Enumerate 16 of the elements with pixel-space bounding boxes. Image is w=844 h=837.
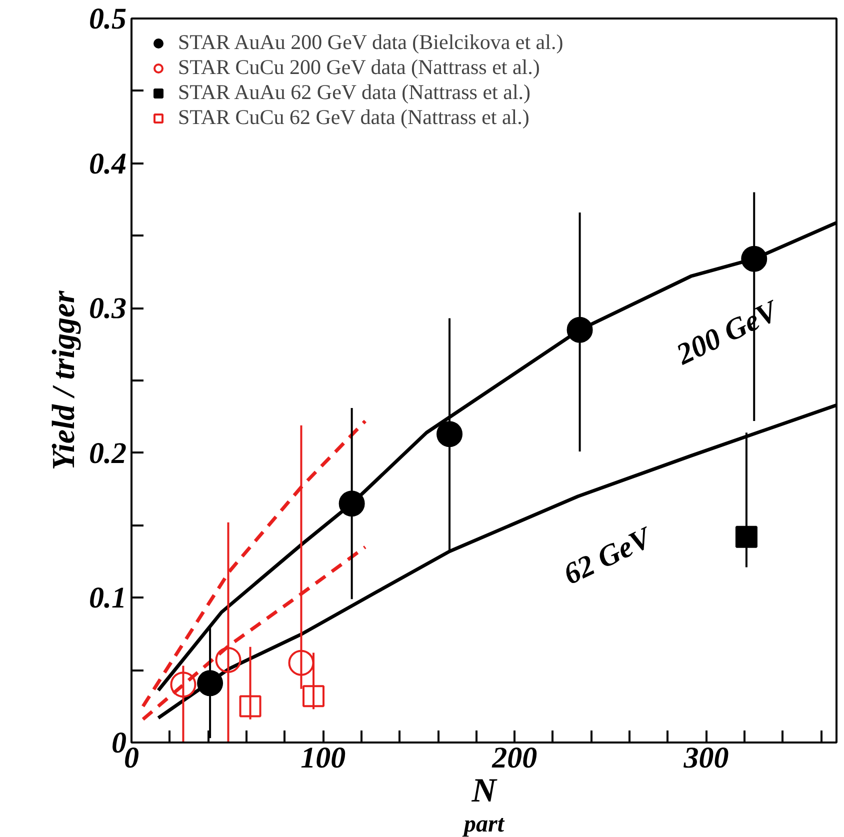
y-tick-label: 0.3 <box>89 292 126 326</box>
legend-label: STAR CuCu 200 GeV data (Nattrass et al.) <box>178 55 540 80</box>
y-tick-label: 0.1 <box>89 582 126 615</box>
y-tick-label: 0.5 <box>89 2 126 36</box>
legend-label: STAR AuAu 200 GeV data (Bielcikova et al.) <box>178 30 564 55</box>
y-axis-title: Yield / trigger <box>45 290 81 470</box>
annotation: 62 GeV <box>558 520 659 592</box>
annotation: 200 GeV <box>670 293 786 372</box>
legend-label: STAR AuAu 62 GeV data (Nattrass et al.) <box>178 80 531 105</box>
y-tick-label: 0.2 <box>89 436 126 470</box>
x-tick-label: 300 <box>682 742 729 774</box>
y-tick-label: 0.4 <box>89 147 126 180</box>
x-tick-label: 100 <box>300 742 346 774</box>
x-tick-label: 200 <box>491 742 538 774</box>
legend-label: STAR CuCu 62 GeV data (Nattrass et al.) <box>178 105 530 130</box>
x-axis-title: Npart <box>462 772 506 837</box>
